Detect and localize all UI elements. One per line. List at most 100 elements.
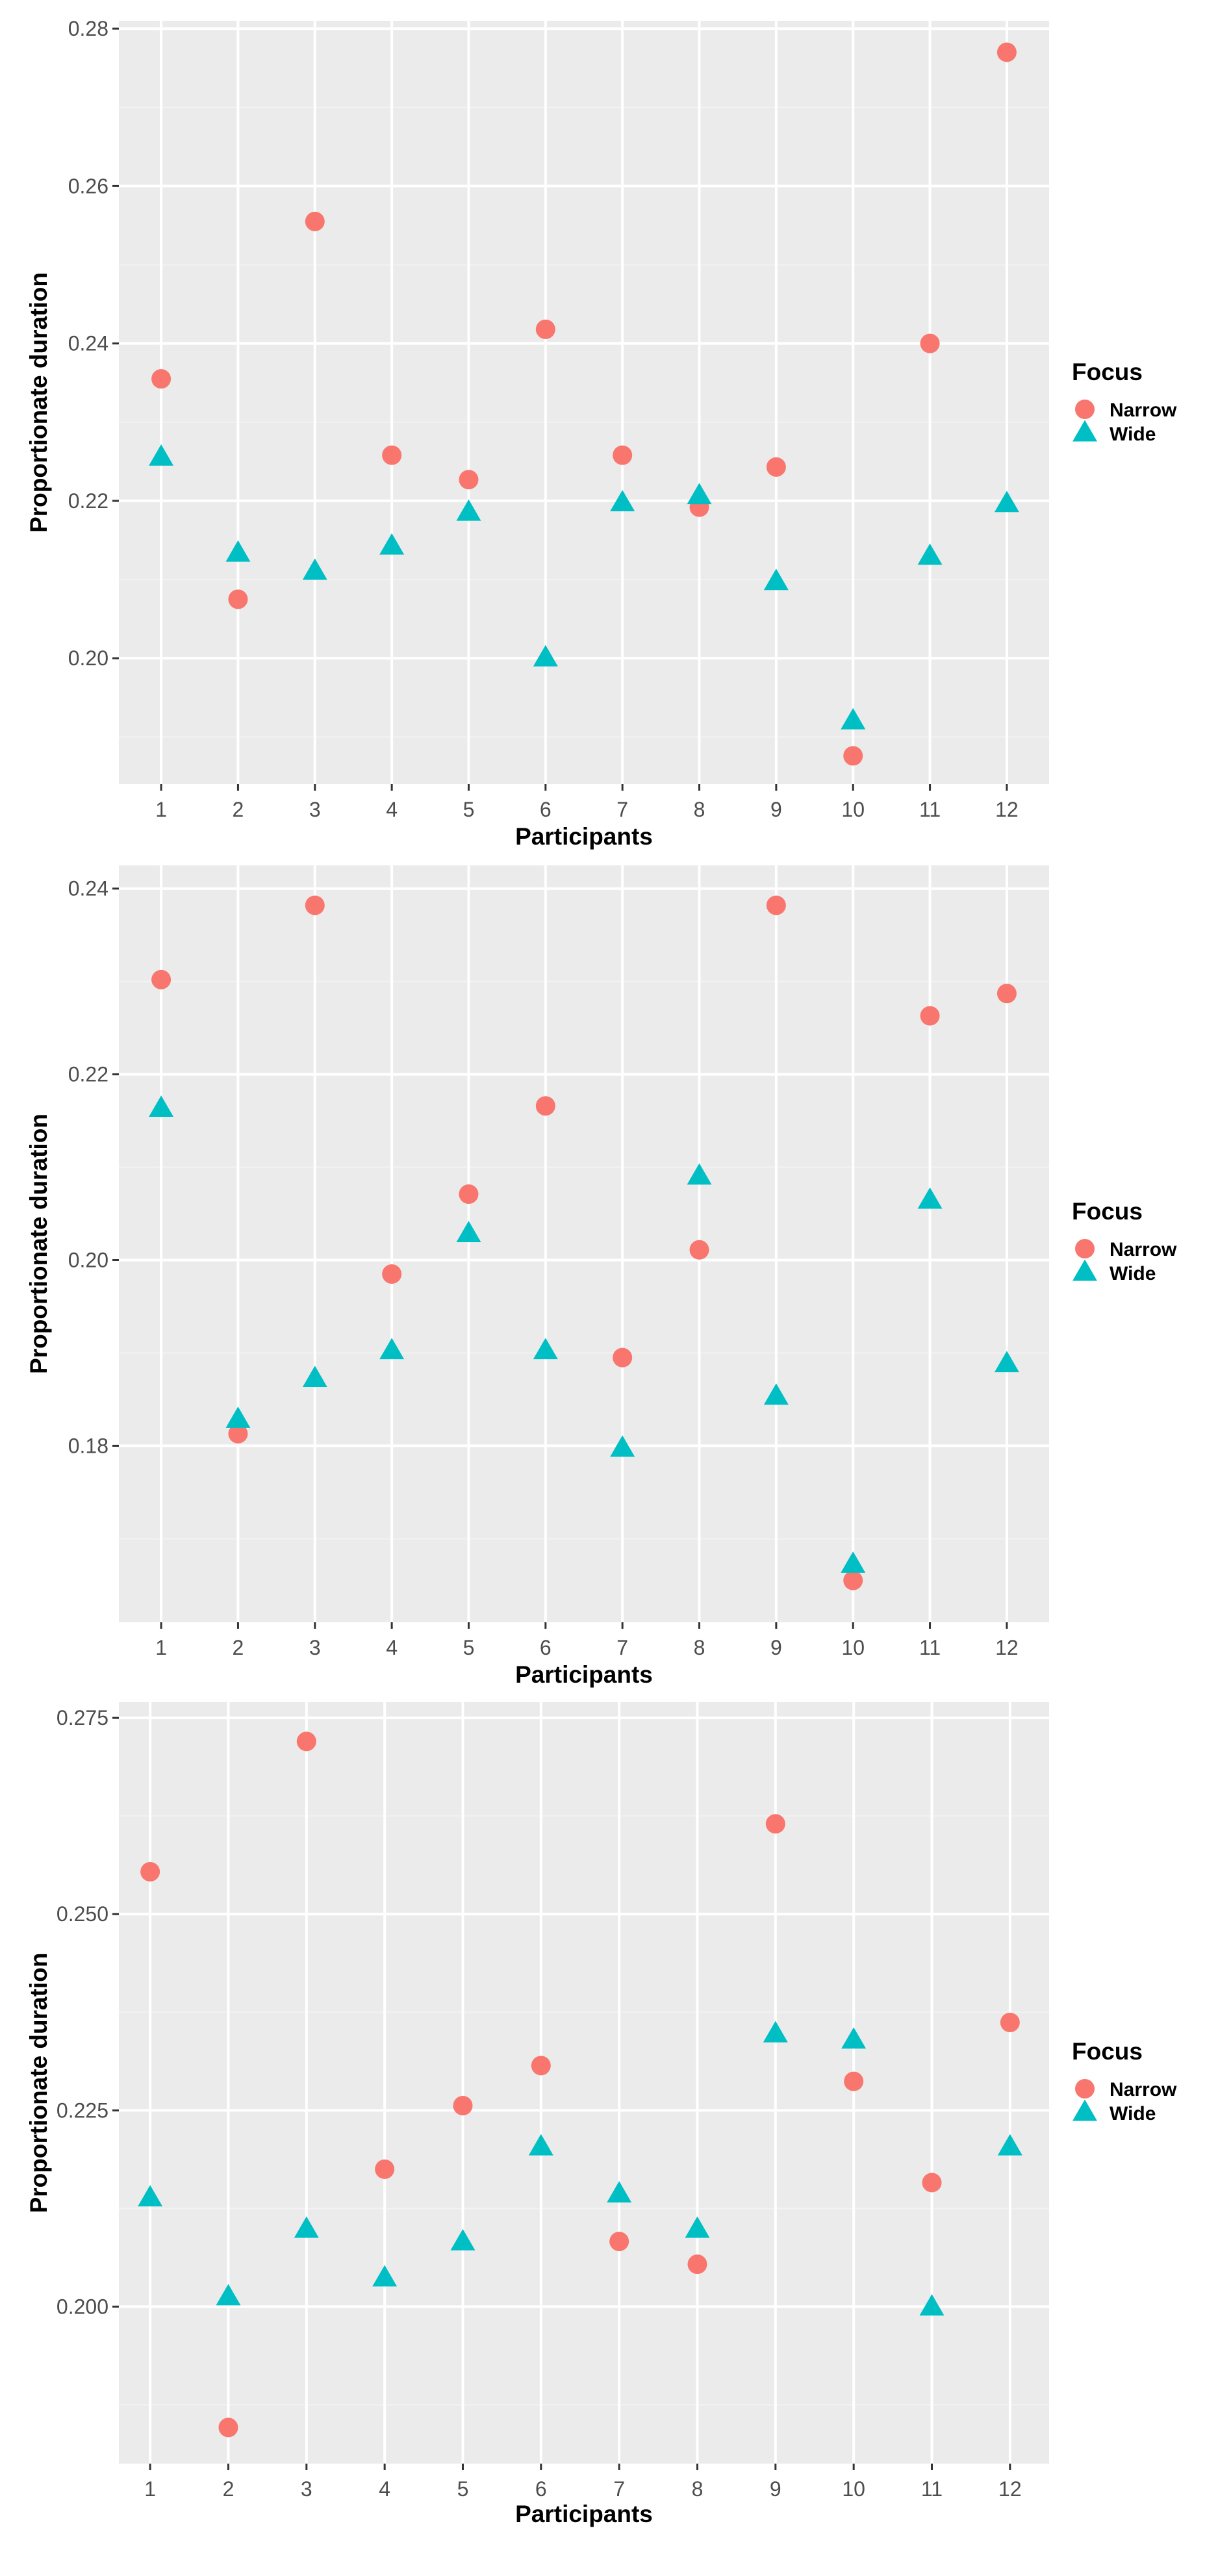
y-tick-label: 0.20 — [68, 1249, 108, 1272]
point-wide — [763, 568, 789, 591]
x-tick-label: 1 — [155, 1636, 167, 1659]
legend-label-narrow: Narrow — [1110, 2079, 1177, 2100]
point-narrow — [1000, 2012, 1020, 2032]
x-tick-label: 8 — [694, 1636, 705, 1659]
point-wide — [456, 1221, 481, 1242]
point-narrow — [920, 333, 940, 353]
point-narrow — [996, 42, 1017, 62]
legend-key-narrow — [1075, 2079, 1095, 2098]
point-narrow — [613, 445, 633, 465]
point-narrow — [535, 319, 555, 339]
legend-label-narrow: Narrow — [1110, 400, 1177, 421]
chart-2: 0.180.200.220.241 2 3 4 5 6 7 8 9 10 11 12Participa… — [25, 865, 1177, 1688]
x-tick-label: 4 — [386, 1636, 398, 1659]
point-wide — [138, 2185, 163, 2207]
x-tick-label: 12 — [995, 1636, 1019, 1659]
legend: Focus Narrow Wide — [1072, 359, 1177, 445]
point-wide — [225, 1406, 251, 1428]
x-tick-label: 1 — [144, 2477, 156, 2501]
x-tick-label: 11 — [919, 798, 941, 821]
point-wide — [379, 533, 405, 555]
plot-panel — [119, 1702, 1049, 2464]
point-wide — [917, 1187, 943, 1209]
point-wide — [917, 543, 943, 565]
legend-label-wide: Wide — [1110, 424, 1156, 445]
y-axis-title: Proportionate duration — [25, 1114, 52, 1374]
x-tick-label: 12 — [998, 2477, 1022, 2501]
point-narrow — [228, 589, 248, 609]
x-tick-label: 3 — [309, 798, 321, 821]
y-tick-label: 0.26 — [68, 174, 108, 198]
x-tick-label: 5 — [463, 1636, 475, 1659]
y-tick-label: 0.28 — [68, 17, 108, 40]
point-narrow — [296, 1731, 316, 1752]
point-narrow — [453, 2096, 473, 2116]
point-narrow — [843, 1570, 863, 1590]
y-tick-label: 0.200 — [57, 2295, 108, 2318]
point-narrow — [922, 2173, 942, 2193]
point-wide — [687, 483, 712, 505]
point-narrow — [766, 457, 786, 477]
point-wide — [763, 1383, 789, 1405]
y-tick-label: 0.18 — [68, 1434, 108, 1457]
point-wide — [994, 491, 1019, 513]
point-wide — [225, 540, 251, 562]
x-tick-label: 5 — [463, 798, 475, 821]
legend-key-wide — [1072, 420, 1097, 442]
point-narrow — [228, 1423, 248, 1444]
x-tick-label: 8 — [692, 2477, 704, 2501]
point-wide — [528, 2134, 553, 2156]
point-narrow — [151, 969, 171, 989]
point-narrow — [844, 2071, 864, 2091]
point-narrow — [218, 2417, 238, 2438]
legend-key-wide — [1072, 2099, 1097, 2121]
legend-key-narrow — [1075, 1239, 1095, 1258]
point-narrow — [140, 1861, 160, 1881]
y-tick-label: 0.250 — [57, 1902, 108, 1926]
legend-label-wide: Wide — [1110, 1263, 1156, 1284]
x-tick-label: 4 — [379, 2477, 390, 2501]
y-tick-label: 0.24 — [68, 877, 108, 900]
point-wide — [610, 1435, 635, 1457]
x-tick-label: 3 — [309, 1636, 321, 1659]
point-wide — [610, 490, 635, 512]
legend-key-wide — [1072, 1259, 1097, 1281]
y-axis-title: Proportionate duration — [25, 272, 52, 533]
x-tick-label: 7 — [616, 1636, 628, 1659]
x-tick-label: 2 — [223, 2477, 235, 2501]
x-tick-label: 11 — [921, 2477, 943, 2501]
point-wide — [607, 2181, 632, 2203]
x-tick-label: 6 — [535, 2477, 547, 2501]
point-wide — [919, 2294, 945, 2316]
x-tick-label: 8 — [694, 798, 705, 821]
point-narrow — [843, 746, 863, 766]
point-wide — [372, 2265, 398, 2287]
y-tick-label: 0.225 — [57, 2098, 108, 2122]
point-narrow — [996, 984, 1017, 1004]
x-tick-label: 9 — [770, 2477, 781, 2501]
x-axis-title: Participants — [515, 823, 653, 850]
point-wide — [149, 1095, 174, 1117]
x-tick-label: 9 — [770, 1636, 782, 1659]
y-tick-label: 0.20 — [68, 646, 108, 670]
x-tick-label: 3 — [301, 2477, 312, 2501]
x-tick-label: 10 — [841, 1636, 865, 1659]
point-narrow — [531, 2056, 551, 2076]
point-wide — [302, 1366, 327, 1387]
x-tick-label: 7 — [616, 798, 628, 821]
x-tick-label: 4 — [386, 798, 398, 821]
x-tick-label: 6 — [540, 1636, 552, 1659]
legend-key-narrow — [1075, 400, 1095, 419]
point-narrow — [766, 895, 786, 915]
legend-label-wide: Wide — [1110, 2103, 1156, 2124]
x-tick-label: 11 — [919, 1636, 941, 1659]
point-narrow — [375, 2159, 395, 2179]
x-tick-label: 7 — [613, 2477, 625, 2501]
point-narrow — [459, 470, 479, 490]
x-tick-label: 2 — [233, 1636, 244, 1659]
point-wide — [294, 2216, 319, 2238]
point-wide — [149, 444, 174, 466]
point-narrow — [305, 895, 325, 915]
legend: Focus Narrow Wide — [1072, 2038, 1177, 2124]
point-narrow — [151, 369, 171, 389]
